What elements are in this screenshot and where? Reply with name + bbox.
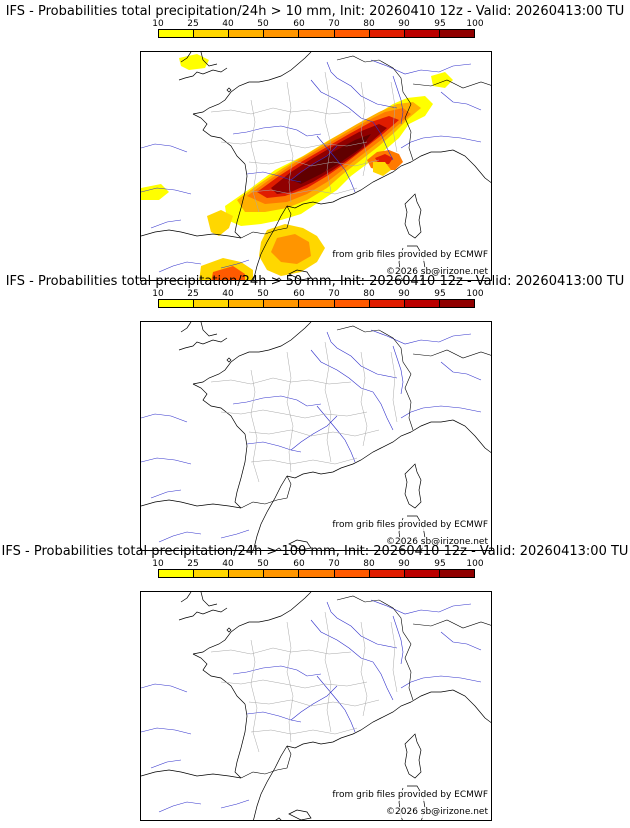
colorbar [158,299,475,308]
colorbar-label: 95 [434,19,446,29]
colorbar-label: 90 [398,559,410,569]
panel-title: IFS - Probabilities total precipitation/… [5,274,625,289]
colorbar-segment [299,30,335,37]
colorbar-label: 10 [152,289,164,299]
prob-area-west [141,184,169,200]
prob-area-uk [179,54,209,70]
panel-100mm: IFS - Probabilities total precipitation/… [0,544,630,821]
colorbar-segment [159,300,195,307]
colorbar-label: 70 [328,289,340,299]
colorbar-label: 50 [257,19,269,29]
panel-10mm: IFS - Probabilities total precipitation/… [0,4,630,281]
colorbar-segment [439,30,474,37]
prob-area-corsica [373,162,391,176]
colorbar-label: 100 [466,559,484,569]
colorbar-label: 25 [187,559,199,569]
colorbar-label: 40 [222,559,234,569]
map-canvas [141,52,491,280]
credit-author: ©2026 sb@irizone.net [386,807,488,818]
colorbar-label: 40 [222,19,234,29]
colorbar-label: 80 [363,19,375,29]
credit-source: from grib files provided by ECMWF [332,790,488,801]
colorbar-label: 50 [257,289,269,299]
colorbar-label: 25 [187,19,199,29]
credit-source: from grib files provided by ECMWF [332,520,488,531]
map: from grib files provided by ECMWF ©2026 … [140,321,492,551]
colorbar-segment [159,30,195,37]
map: from grib files provided by ECMWF ©2026 … [140,591,492,821]
colorbar-segment [194,300,230,307]
colorbar-label: 60 [293,559,305,569]
colorbar-segment [404,300,440,307]
colorbar-label: 25 [187,289,199,299]
colorbar-label: 100 [466,19,484,29]
panel-title: IFS - Probabilities total precipitation/… [5,4,625,19]
colorbar-segment [369,300,405,307]
colorbar-label: 95 [434,559,446,569]
colorbar-segment [439,300,474,307]
credit-author: ©2026 sb@irizone.net [386,537,488,548]
map-canvas [141,592,491,820]
colorbar [158,569,475,578]
colorbar-label: 40 [222,289,234,299]
colorbar-label: 70 [328,559,340,569]
colorbar-segment [404,30,440,37]
panel-50mm: IFS - Probabilities total precipitation/… [0,274,630,551]
colorbar-segment [159,570,195,577]
colorbar-segment [229,300,265,307]
colorbar-label: 90 [398,19,410,29]
colorbar-labels: 10 25 40 50 60 70 80 90 95 100 [151,19,489,29]
probability-field [141,54,453,280]
colorbar [158,29,475,38]
colorbar-label: 50 [257,559,269,569]
colorbar-segment [334,30,370,37]
credit-author: ©2026 sb@irizone.net [386,267,488,278]
panel-title: IFS - Probabilities total precipitation/… [1,544,629,559]
colorbar-segment [334,570,370,577]
map-canvas [141,322,491,550]
prob-area-95 [291,134,371,184]
colorbar-segment [369,570,405,577]
colorbar-segment [194,570,230,577]
colorbar-segment [264,300,300,307]
prob-area-spain [207,210,233,236]
colorbar-label: 80 [363,559,375,569]
colorbar-segment [229,30,265,37]
colorbar-segment [334,300,370,307]
colorbar-segment [229,570,265,577]
colorbar-segment [369,30,405,37]
colorbar-label: 95 [434,289,446,299]
colorbar-segment [264,30,300,37]
colorbar-label: 10 [152,19,164,29]
colorbar-labels: 10 25 40 50 60 70 80 90 95 100 [151,559,489,569]
colorbar-segment [404,570,440,577]
colorbar-segment [299,300,335,307]
credit-source: from grib files provided by ECMWF [332,250,488,261]
colorbar-labels: 10 25 40 50 60 70 80 90 95 100 [151,289,489,299]
colorbar-segment [439,570,474,577]
colorbar-label: 10 [152,559,164,569]
colorbar-segment [264,570,300,577]
colorbar-label: 100 [466,289,484,299]
colorbar-segment [299,570,335,577]
colorbar-label: 80 [363,289,375,299]
prob-area-east [431,72,453,88]
colorbar-label: 60 [293,19,305,29]
colorbar-label: 60 [293,289,305,299]
map: from grib files provided by ECMWF ©2026 … [140,51,492,281]
colorbar-label: 70 [328,19,340,29]
colorbar-segment [194,30,230,37]
colorbar-label: 90 [398,289,410,299]
